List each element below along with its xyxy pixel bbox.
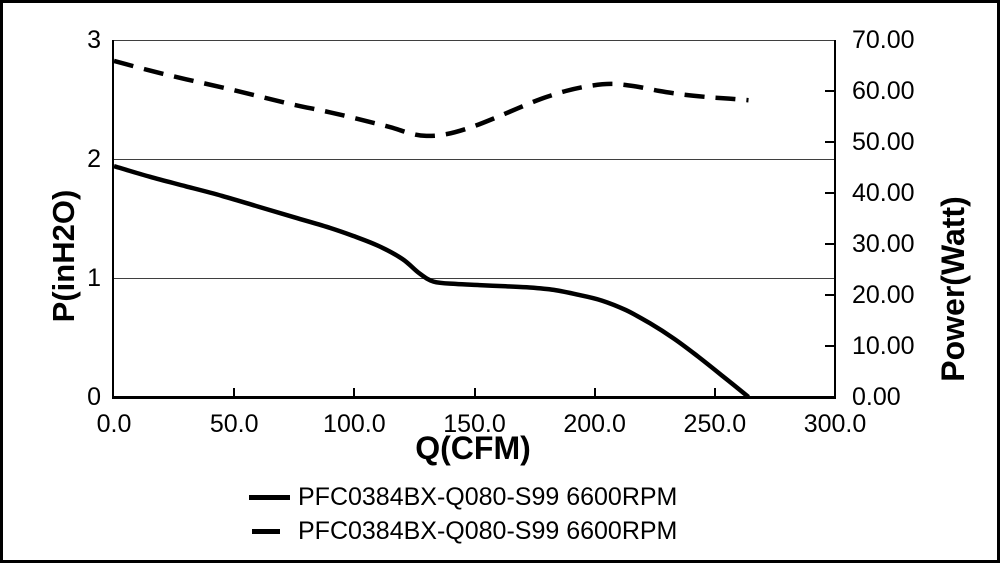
y-right-tick-label: 70.00 [852, 26, 915, 54]
x-tick-label: 50.0 [209, 410, 259, 438]
gridline-p1 [114, 278, 834, 279]
y-right-tick-label: 10.00 [852, 332, 915, 360]
x-tick-label: 150.0 [443, 410, 506, 438]
y-axis-right-line [834, 40, 836, 398]
plot-area [114, 58, 750, 397]
x-tick-mark [714, 388, 716, 396]
left-axis-title: P(inH2O) [46, 189, 81, 323]
gridline-p2 [114, 159, 834, 160]
x-tick-label: 300.0 [803, 410, 867, 438]
x-tick-label: 200.0 [563, 410, 626, 438]
x-tick-label: 250.0 [683, 410, 747, 438]
dashed-line-marker [247, 528, 298, 534]
x-tick-mark [233, 388, 235, 396]
legend: PFC0384BX-Q080-S99 6600RPM PFC0384BX-Q08… [247, 480, 677, 548]
gridline-p3 [114, 40, 834, 41]
y-left-tick-label: 0 [87, 383, 101, 411]
legend-entry-power-curve: PFC0384BX-Q080-S99 6600RPM [247, 514, 677, 548]
right-tick-mark [825, 243, 834, 245]
y-left-tick-label: 2 [87, 145, 101, 173]
right-tick-mark [825, 90, 834, 92]
right-tick-mark [825, 192, 834, 194]
y-right-tick-label: 20.00 [852, 281, 915, 309]
y-right-tick-label: 50.00 [852, 128, 915, 156]
legend-entry-pressure-curve: PFC0384BX-Q080-S99 6600RPM [247, 480, 677, 514]
legend-label: PFC0384BX-Q080-S99 6600RPM [298, 516, 678, 545]
right-tick-mark [825, 345, 834, 347]
x-axis-title: Q(CFM) [415, 430, 531, 466]
right-tick-mark [825, 294, 834, 296]
right-axis-title: Power(Watt) [935, 196, 971, 382]
y-right-tick-label: 0.00 [852, 383, 901, 411]
pressure-curve [114, 163, 750, 397]
y-axis-left-line [112, 40, 114, 398]
y-left-tick-label: 1 [87, 264, 101, 292]
y-left-tick-label: 3 [87, 26, 101, 54]
right-tick-mark [825, 141, 834, 143]
x-tick-mark [594, 388, 596, 396]
legend-label: PFC0384BX-Q080-S99 6600RPM [298, 482, 678, 511]
x-tick-label: 100.0 [323, 410, 386, 438]
y-right-tick-label: 30.00 [852, 230, 915, 258]
x-tick-mark [474, 388, 476, 396]
y-right-tick-label: 60.00 [852, 77, 915, 105]
x-tick-label: 0.0 [96, 410, 132, 438]
x-tick-mark [353, 388, 355, 396]
power-curve [114, 58, 749, 139]
solid-line-marker [247, 494, 298, 500]
x-axis-line [112, 396, 836, 399]
y-right-tick-label: 40.00 [852, 179, 915, 207]
